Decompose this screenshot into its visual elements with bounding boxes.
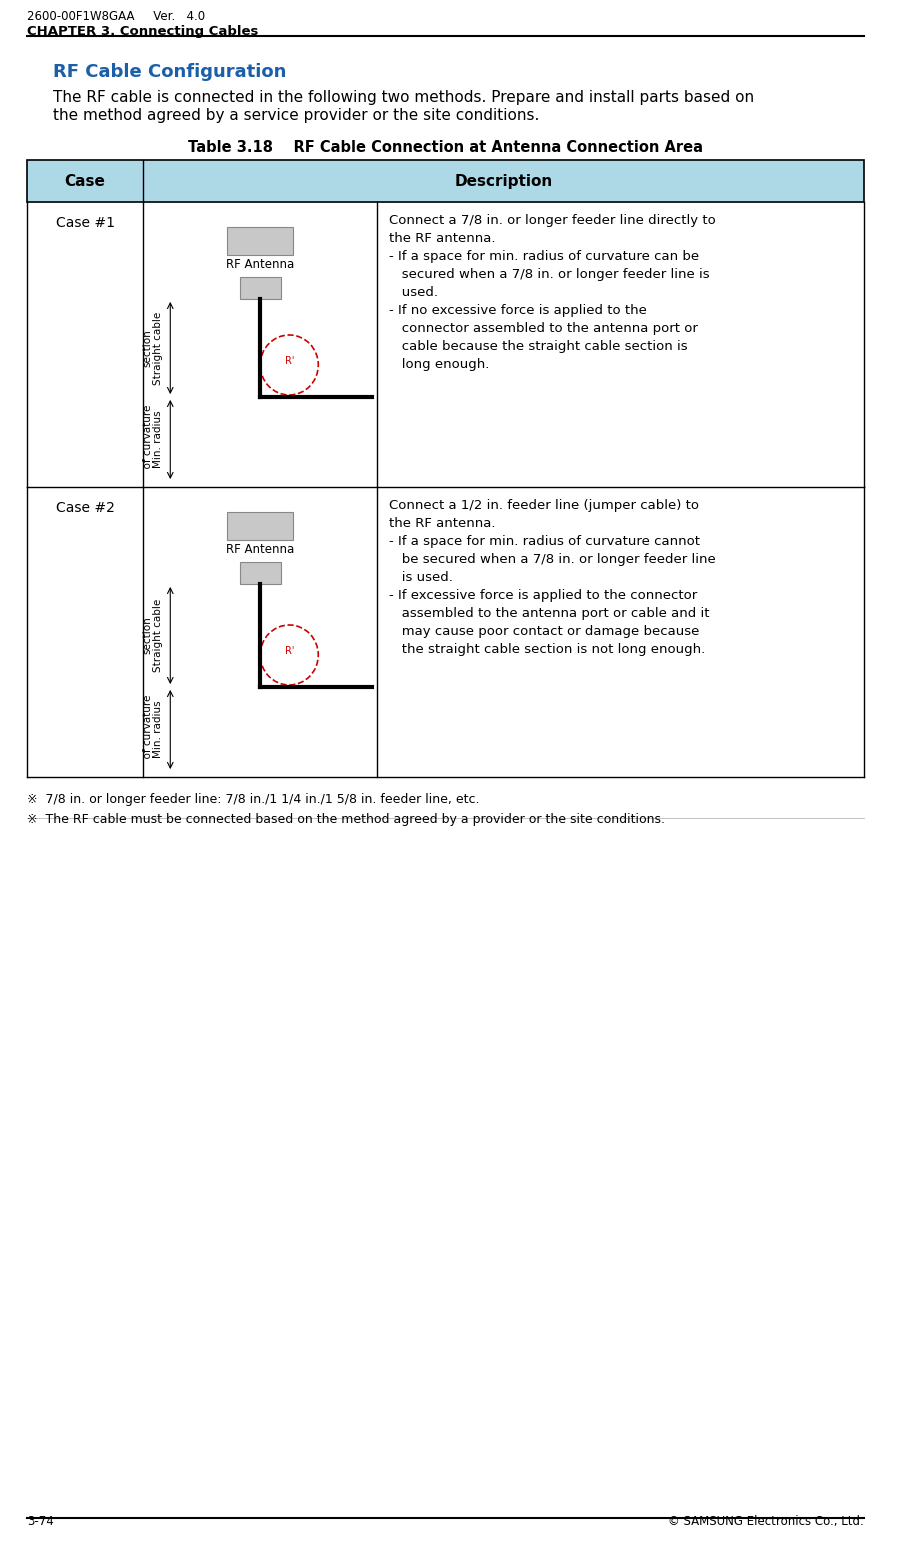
Text: Straight cable: Straight cable — [153, 312, 162, 385]
Text: ※  The RF cable must be connected based on the method agreed by a provider or th: ※ The RF cable must be connected based o… — [27, 813, 665, 826]
Text: is used.: is used. — [389, 570, 453, 584]
Text: the RF antenna.: the RF antenna. — [389, 517, 495, 530]
Text: Connect a 1/2 in. feeder line (jumper cable) to: Connect a 1/2 in. feeder line (jumper ca… — [389, 499, 699, 513]
Text: CHAPTER 3. Connecting Cables: CHAPTER 3. Connecting Cables — [27, 25, 259, 37]
Text: the RF antenna.: the RF antenna. — [389, 232, 495, 245]
Bar — [240, 562, 281, 584]
Text: R': R' — [285, 355, 294, 366]
Text: may cause poor contact or damage because: may cause poor contact or damage because — [389, 625, 699, 637]
Text: - If a space for min. radius of curvature cannot: - If a space for min. radius of curvatur… — [389, 534, 700, 548]
Text: Case #2: Case #2 — [55, 502, 114, 516]
Text: RF Antenna: RF Antenna — [227, 259, 295, 271]
Text: Min. radius: Min. radius — [153, 411, 162, 469]
Bar — [227, 513, 293, 541]
Text: RF Cable Configuration: RF Cable Configuration — [53, 62, 286, 81]
Text: The RF cable is connected in the following two methods. Prepare and install part: The RF cable is connected in the followi… — [53, 90, 754, 104]
Text: connector assembled to the antenna port or: connector assembled to the antenna port … — [389, 323, 698, 335]
Text: - If excessive force is applied to the connector: - If excessive force is applied to the c… — [389, 589, 697, 601]
Bar — [27, 160, 864, 203]
Text: be secured when a 7/8 in. or longer feeder line: be secured when a 7/8 in. or longer feed… — [389, 553, 716, 566]
Text: Straight cable: Straight cable — [153, 598, 162, 671]
Text: the method agreed by a service provider or the site conditions.: the method agreed by a service provider … — [53, 108, 540, 123]
Text: of curvature: of curvature — [143, 405, 153, 475]
Text: R': R' — [285, 647, 294, 656]
Text: used.: used. — [389, 287, 437, 299]
Text: the straight cable section is not long enough.: the straight cable section is not long e… — [389, 643, 705, 656]
Text: Table 3.18    RF Cable Connection at Antenna Connection Area: Table 3.18 RF Cable Connection at Antenn… — [188, 140, 703, 154]
Text: ※  7/8 in. or longer feeder line: 7/8 in./1 1/4 in./1 5/8 in. feeder line, etc.: ※ 7/8 in. or longer feeder line: 7/8 in.… — [27, 793, 480, 805]
Text: Description: Description — [454, 173, 553, 189]
Text: long enough.: long enough. — [389, 358, 489, 371]
Text: RF Antenna: RF Antenna — [227, 544, 295, 556]
Bar — [240, 277, 281, 299]
Text: section: section — [143, 329, 153, 366]
Text: - If a space for min. radius of curvature can be: - If a space for min. radius of curvatur… — [389, 249, 699, 263]
Text: Connect a 7/8 in. or longer feeder line directly to: Connect a 7/8 in. or longer feeder line … — [389, 213, 716, 227]
Text: cable because the straight cable section is: cable because the straight cable section… — [389, 340, 688, 354]
Text: 3-74: 3-74 — [27, 1514, 53, 1528]
Text: secured when a 7/8 in. or longer feeder line is: secured when a 7/8 in. or longer feeder … — [389, 268, 709, 280]
Text: 2600-00F1W8GAA     Ver.   4.0: 2600-00F1W8GAA Ver. 4.0 — [27, 9, 205, 23]
Text: Case: Case — [64, 173, 106, 189]
Bar — [227, 227, 293, 256]
Text: section: section — [143, 617, 153, 654]
Text: of curvature: of curvature — [143, 695, 153, 765]
Text: assembled to the antenna port or cable and it: assembled to the antenna port or cable a… — [389, 608, 709, 620]
Text: - If no excessive force is applied to the: - If no excessive force is applied to th… — [389, 304, 647, 316]
Text: Case #1: Case #1 — [55, 217, 114, 231]
Text: Min. radius: Min. radius — [153, 701, 162, 759]
Text: © SAMSUNG Electronics Co., Ltd.: © SAMSUNG Electronics Co., Ltd. — [669, 1514, 864, 1528]
